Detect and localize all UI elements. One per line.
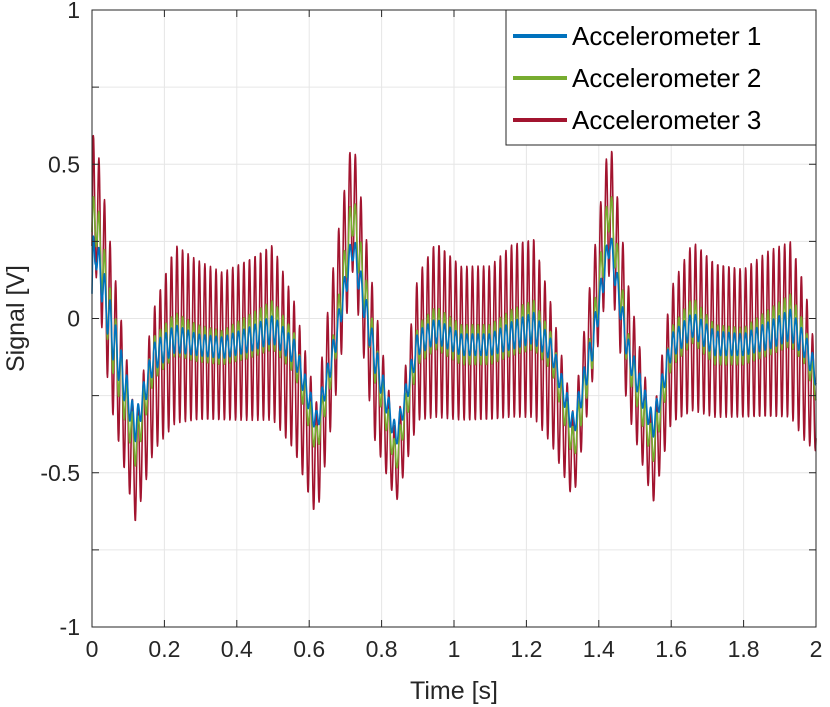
x-tick-label: 0.6 xyxy=(293,636,325,662)
series-line-accelerometer-3 xyxy=(91,134,817,522)
legend-label: Accelerometer 3 xyxy=(572,105,761,135)
y-axis-label: Signal [V] xyxy=(2,265,30,372)
y-tick-label: 1 xyxy=(67,0,80,23)
y-axis-tick-labels: -1 -0.5 0 0.5 1 xyxy=(40,0,80,640)
x-tick-label: 1.4 xyxy=(583,636,615,662)
x-tick-label: 0.4 xyxy=(221,636,253,662)
y-tick-label: 0 xyxy=(67,306,80,332)
x-axis-tick-labels: 0 0.2 0.4 0.6 0.8 1 1.2 1.4 1.6 1.8 2 xyxy=(86,636,823,662)
x-axis-label: Time [s] xyxy=(410,677,498,705)
x-tick-label: 1.2 xyxy=(510,636,542,662)
x-tick-label: 0.8 xyxy=(366,636,398,662)
y-tick-label: -0.5 xyxy=(40,460,80,486)
legend-label: Accelerometer 1 xyxy=(572,21,761,51)
signal-traces xyxy=(91,134,817,522)
y-tick-label: 0.5 xyxy=(48,151,80,177)
legend-label: Accelerometer 2 xyxy=(572,63,761,93)
x-tick-label: 0.2 xyxy=(148,636,180,662)
series-line-accelerometer-1 xyxy=(91,235,817,445)
y-tick-label: -1 xyxy=(60,614,80,640)
x-tick-label: 1 xyxy=(448,636,461,662)
x-tick-label: 2 xyxy=(810,636,823,662)
x-tick-label: 1.6 xyxy=(655,636,687,662)
x-tick-label: 1.8 xyxy=(728,636,760,662)
x-tick-label: 0 xyxy=(86,636,99,662)
chart-legend: Accelerometer 1 Accelerometer 2 Accelerome… xyxy=(505,9,817,146)
